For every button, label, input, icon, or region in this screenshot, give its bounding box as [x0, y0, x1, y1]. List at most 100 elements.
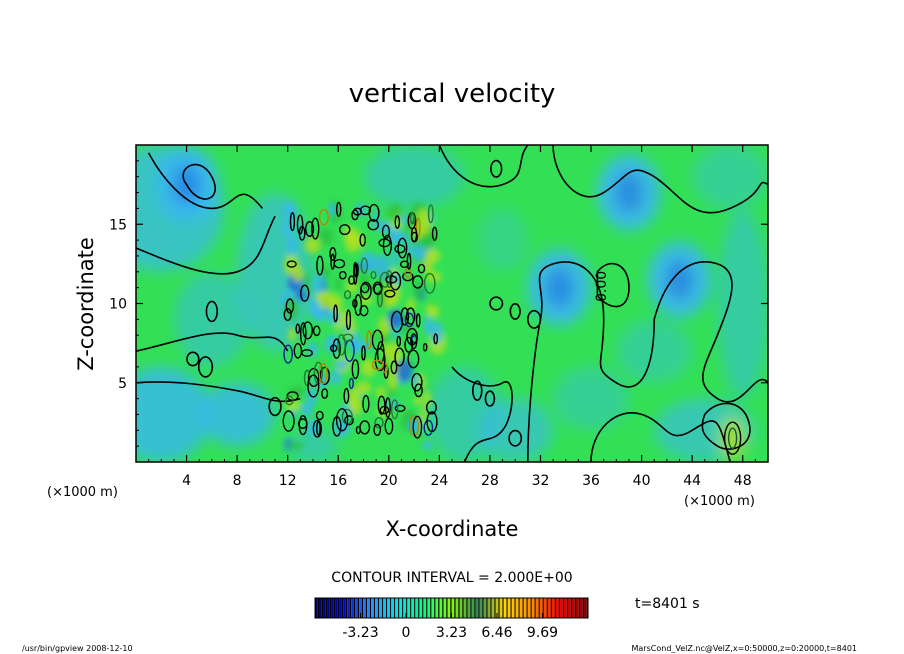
- core-cell: [307, 341, 318, 358]
- colorbar-swatch: [523, 598, 527, 618]
- colorbar-separator: [494, 598, 496, 618]
- y-tick-label: 5: [118, 376, 127, 392]
- core-contour: [394, 244, 406, 254]
- colorbar-ticks: -3.23 0 3.23 6.46 9.69: [342, 613, 558, 641]
- colorbar-separator: [530, 598, 532, 618]
- core-contour: [353, 261, 358, 285]
- core-contour: [396, 335, 402, 347]
- core-contour: [338, 224, 351, 236]
- ring-contour: [509, 303, 521, 320]
- core-contour: [417, 263, 426, 274]
- colorbar-separator: [534, 598, 536, 618]
- negative-region: [136, 367, 212, 462]
- colorbar-swatch: [395, 598, 399, 618]
- core-contour: [319, 366, 330, 385]
- core-contour: [384, 289, 396, 298]
- colorbar-swatch: [551, 598, 555, 618]
- core-contour: [342, 333, 354, 342]
- negative-cell-core: [665, 259, 694, 300]
- negative-cell-core: [545, 267, 574, 308]
- core-contour: [374, 347, 386, 372]
- core-cell: [355, 381, 372, 395]
- colorbar-swatch: [555, 598, 559, 618]
- core-cell: [412, 244, 426, 261]
- colorbar-separator: [466, 598, 468, 618]
- core-contour: [307, 367, 320, 388]
- colorbar-swatch: [503, 598, 507, 618]
- colorbar-swatch: [419, 598, 423, 618]
- colorbar-separator: [498, 598, 500, 618]
- zero-contour: [590, 412, 731, 462]
- core-cell: [395, 359, 413, 382]
- core-contour: [316, 255, 324, 276]
- core-contour: [425, 400, 437, 415]
- core-cell: [328, 294, 343, 313]
- zero-contour: [451, 366, 513, 462]
- core-contour: [406, 252, 412, 270]
- core-contour: [394, 215, 401, 229]
- colorbar-swatch: [363, 598, 366, 618]
- core-cell: [413, 395, 422, 407]
- core-cell: [391, 248, 399, 268]
- colorbar-separator: [418, 598, 420, 618]
- positive-cell-contour-outer: [723, 421, 742, 455]
- core-contour: [359, 233, 367, 247]
- core-cell: [285, 398, 301, 412]
- core-contour: [384, 397, 391, 419]
- core-contour: [300, 284, 310, 302]
- x-tick-label: 16: [329, 473, 347, 489]
- core-contour: [376, 290, 383, 308]
- colorbar-swatch: [427, 598, 431, 618]
- zero-contour: [136, 381, 301, 403]
- colorbar-swatch: [403, 598, 407, 618]
- colorbar-separator: [357, 598, 360, 618]
- colorbar-swatch: [443, 598, 447, 618]
- colorbar-swatch: [459, 598, 463, 618]
- colorbar-separator: [422, 598, 424, 618]
- core-cell: [325, 310, 341, 324]
- colorbar-separator: [470, 598, 472, 618]
- negative-region: [717, 208, 768, 399]
- colorbar-separator: [398, 598, 400, 618]
- ring-contour: [197, 356, 214, 378]
- colorbar-separator: [542, 598, 544, 618]
- colorbar-separator: [394, 598, 396, 618]
- colorbar-swatch: [327, 598, 330, 618]
- colorbar-separator: [510, 598, 512, 618]
- colorbar-separator: [446, 598, 448, 618]
- ring-contour: [508, 429, 523, 447]
- core-contour: [345, 309, 352, 330]
- colorbar-swatch: [531, 598, 535, 618]
- colorbar-separator: [518, 598, 520, 618]
- x-tick-label: 40: [633, 473, 651, 489]
- x-tick-label: 32: [532, 473, 550, 489]
- y-tick-label: 10: [109, 297, 127, 313]
- x-tick-label: 8: [233, 473, 242, 489]
- core-cell: [319, 228, 334, 246]
- colorbar-separator: [426, 598, 428, 618]
- ring-contour: [484, 390, 496, 407]
- ring-contour: [489, 296, 504, 311]
- colorbar-swatch: [535, 598, 539, 618]
- colorbar-separator: [554, 598, 556, 618]
- x-axis: 4 8 12 16 20 24 28 32 36 40 44 48: [148, 145, 756, 489]
- y-tick-label: 15: [109, 217, 127, 233]
- core-cell: [289, 409, 297, 419]
- core-cell: [315, 292, 327, 301]
- colorbar-separator: [438, 598, 440, 618]
- colorbar-swatch: [379, 598, 383, 618]
- core-contour: [360, 283, 370, 294]
- footer-right: MarsCond_VelZ.nc@VelZ,x=0:50000,z=0:2000…: [632, 644, 858, 653]
- core-contour: [316, 421, 321, 436]
- colorbar-swatch: [415, 598, 419, 618]
- core-contour: [426, 411, 438, 433]
- core-contour: [333, 304, 338, 323]
- colorbar-swatch: [319, 598, 322, 618]
- x-axis-label: X-coordinate: [386, 517, 519, 541]
- colorbar-swatch: [467, 598, 471, 618]
- colorbar-separator: [574, 598, 576, 618]
- ring-contour: [527, 309, 542, 329]
- core-contour: [333, 258, 346, 269]
- colorbar-swatch: [499, 598, 503, 618]
